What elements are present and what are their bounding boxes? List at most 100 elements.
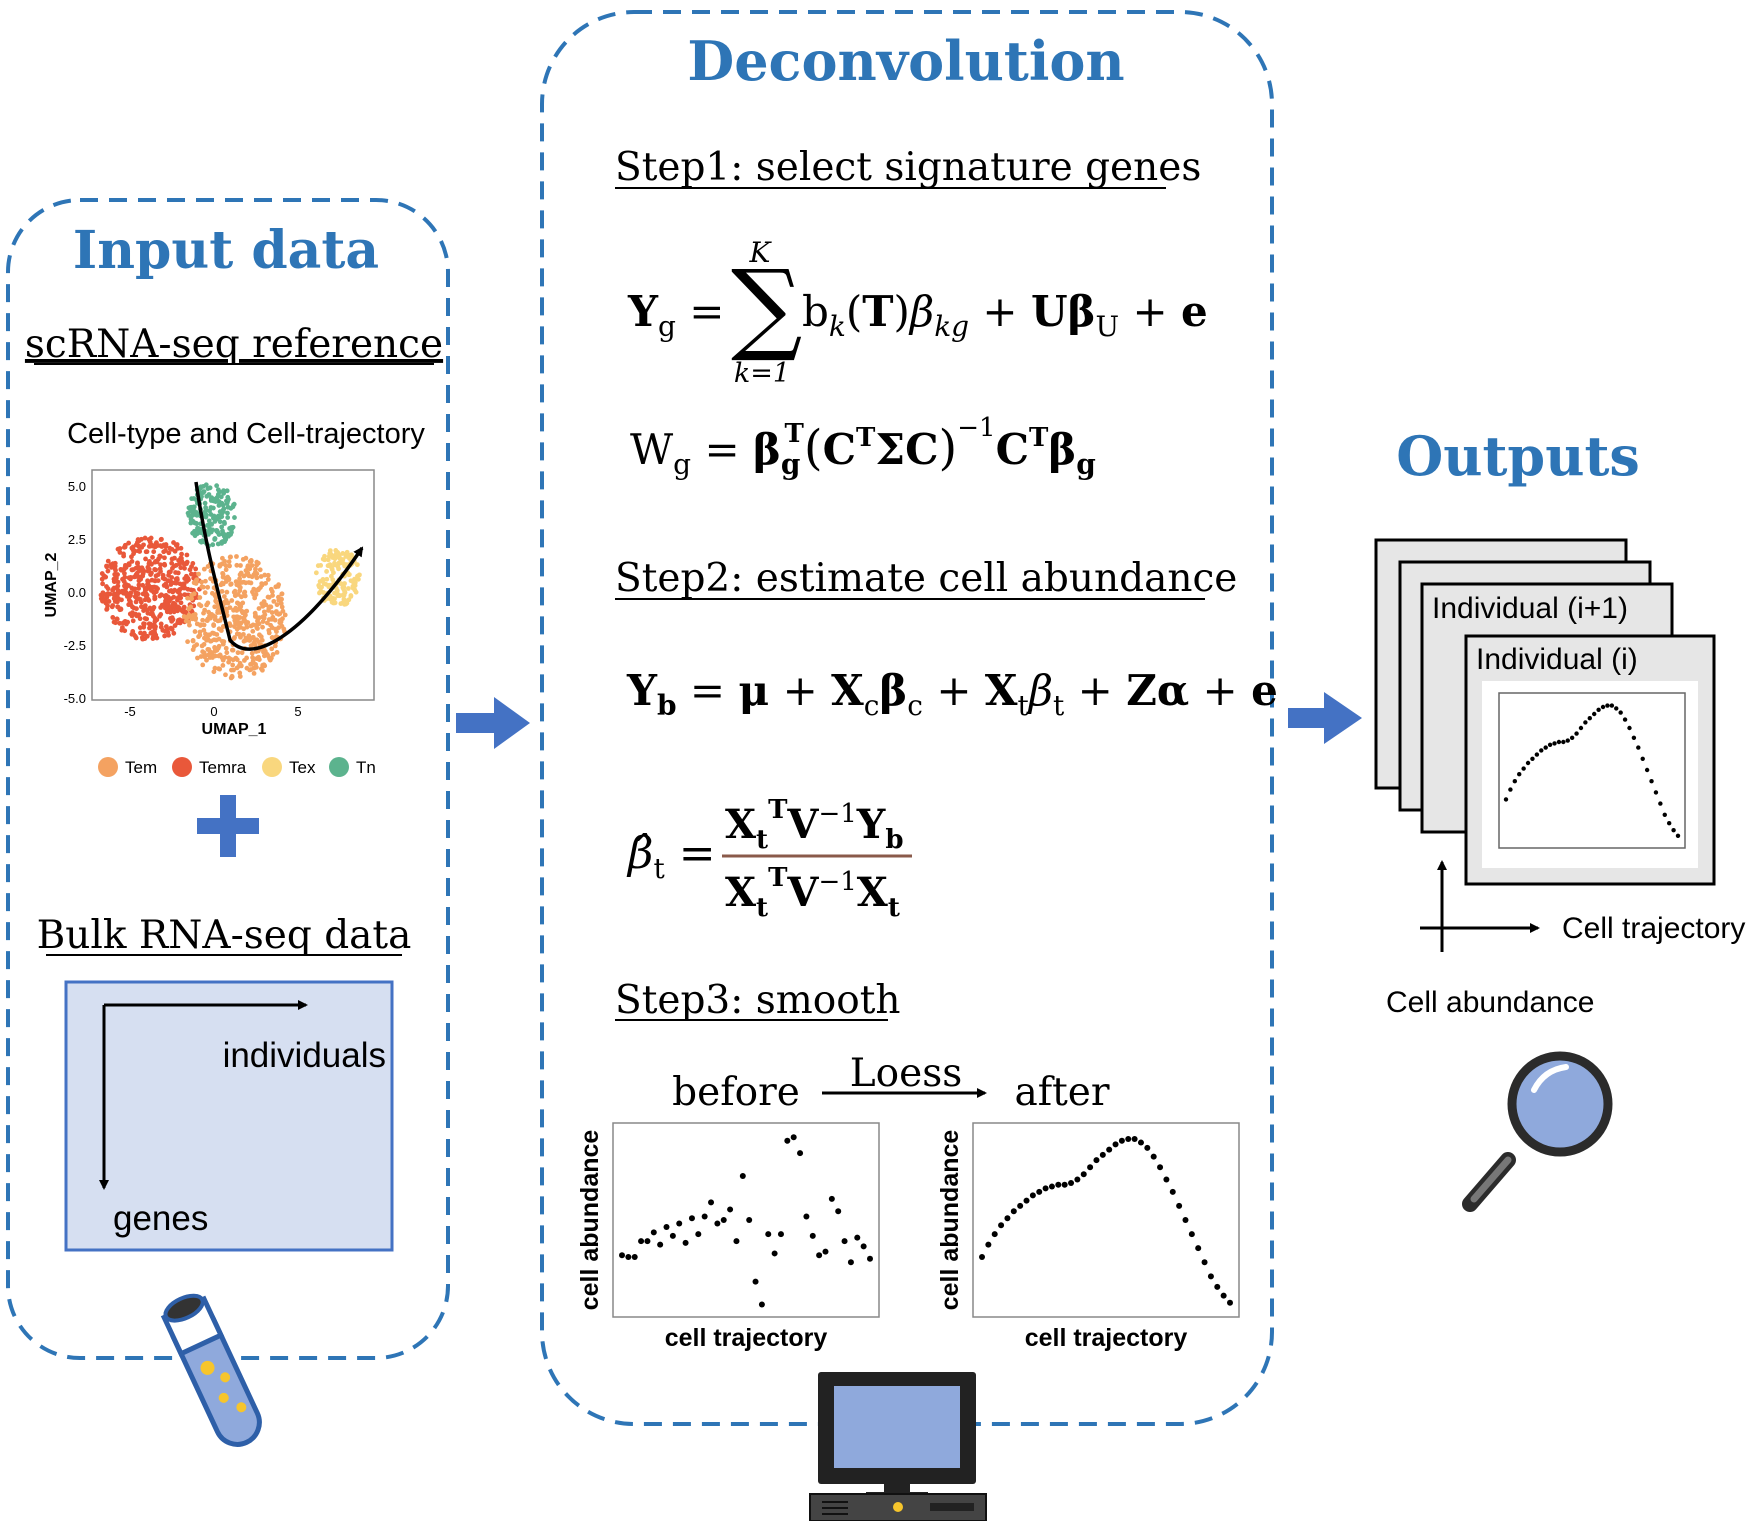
outputs-title: Outputs — [1396, 424, 1640, 488]
umap-cell-point — [200, 662, 206, 668]
umap-cell-point — [126, 601, 132, 607]
umap-cell-point — [316, 582, 322, 588]
umap-cell-point — [202, 590, 208, 596]
umap-cell-point — [203, 578, 208, 584]
umap-cell-point — [340, 551, 346, 556]
umap-cell-point — [225, 504, 231, 510]
umap-cell-point — [324, 569, 329, 574]
after-data-point — [1080, 1171, 1087, 1178]
umap-cell-point — [236, 601, 242, 607]
umap-cell-point — [190, 612, 196, 618]
svg-text:k=1: k=1 — [734, 358, 790, 389]
umap-cell-point — [112, 599, 118, 604]
umap-cell-point — [262, 663, 268, 669]
before-data-point — [752, 1278, 759, 1285]
umap-cell-point — [229, 598, 235, 603]
after-data-point — [1131, 1136, 1138, 1143]
umap-cell-point — [192, 629, 198, 634]
umap-cell-point — [122, 618, 128, 624]
umap-cell-point — [212, 536, 218, 542]
equation-3: Yb = μ + Xcβc + Xtβt + Zα + e — [626, 666, 1278, 722]
umap-cell-point — [217, 519, 223, 525]
umap-cell-point — [329, 565, 335, 571]
umap-cell-point — [317, 590, 322, 596]
umap-cell-point — [186, 513, 192, 518]
umap-cell-point — [115, 583, 121, 589]
umap-cell-point — [279, 591, 285, 597]
after-data-point — [1042, 1185, 1049, 1192]
umap-cell-point — [174, 576, 180, 581]
card-data-point — [1552, 741, 1557, 746]
umap-cell-point — [162, 633, 168, 639]
umap-cell-point — [328, 573, 334, 579]
umap-cell-point — [104, 563, 109, 569]
umap-cell-point — [162, 555, 167, 561]
umap-cell-point — [190, 638, 196, 643]
before-label: before — [672, 1070, 800, 1115]
umap-cell-point — [147, 625, 152, 631]
umap-cell-point — [270, 635, 275, 641]
umap-cell-point — [137, 625, 143, 631]
umap-cell-point — [160, 572, 166, 578]
umap-cell-point — [176, 589, 182, 595]
umap-plot: 5.0 2.5 0.0 -2.5 -5.0 -5 0 5 UMAP_1 UMAP… — [43, 469, 375, 738]
after-data-point — [1137, 1139, 1144, 1146]
umap-cell-point — [135, 591, 141, 597]
umap-cell-point — [112, 565, 118, 571]
umap-cell-point — [220, 571, 226, 577]
umap-cell-point — [190, 647, 196, 653]
umap-cell-point — [193, 566, 199, 572]
umap-cell-point — [226, 577, 232, 583]
legend-label-tex: Tex — [289, 758, 316, 777]
umap-cell-point — [151, 605, 157, 610]
umap-cell-point — [142, 616, 148, 621]
umap-cell-point — [217, 652, 223, 658]
before-data-point — [746, 1217, 753, 1223]
input-panel: Input data scRNA-seq reference Cell-type… — [6, 198, 450, 1447]
after-data-point — [1087, 1164, 1094, 1171]
before-data-point — [676, 1220, 683, 1227]
umap-cell-point — [141, 542, 146, 548]
umap-cell-point — [281, 626, 287, 632]
card-data-point — [1658, 801, 1663, 806]
before-data-point — [727, 1206, 734, 1213]
umap-cell-point — [233, 618, 239, 624]
umap-cell-point — [172, 580, 177, 586]
umap-cell-point — [223, 672, 228, 678]
umap-cell-point — [142, 621, 147, 627]
outputs-panel: Outputs Individual (i+1) Individual (i) … — [1374, 424, 1745, 1212]
before-data-point — [797, 1150, 804, 1157]
umap-cell-point — [221, 594, 227, 599]
umap-cell-point — [145, 578, 150, 584]
after-data-point — [1150, 1153, 1157, 1160]
after-data-point — [1093, 1157, 1100, 1164]
umap-cell-point — [105, 568, 111, 574]
umap-cell-point — [223, 563, 229, 569]
umap-cell-point — [234, 631, 240, 637]
umap-cell-point — [178, 555, 184, 561]
umap-cell-point — [198, 530, 204, 536]
after-data-point — [1169, 1188, 1176, 1195]
umap-cell-point — [136, 586, 142, 591]
umap-cell-point — [224, 606, 230, 612]
card-data-point — [1525, 760, 1531, 766]
umap-cell-point — [152, 634, 157, 640]
umap-cell-point — [227, 563, 232, 569]
after-data-point — [1055, 1181, 1062, 1188]
after-data-point — [1068, 1180, 1075, 1187]
umap-cell-point — [133, 572, 139, 578]
umap-xtick: 5 — [294, 704, 301, 719]
after-xlabel: cell trajectory — [1025, 1324, 1188, 1352]
umap-cell-point — [158, 562, 163, 568]
bulk-rows-label: genes — [113, 1199, 208, 1238]
umap-cell-point — [338, 581, 344, 587]
umap-cell-point — [320, 577, 326, 582]
umap-cell-point — [276, 611, 282, 617]
umap-cell-point — [181, 614, 187, 619]
umap-cell-point — [169, 618, 175, 624]
after-data-point — [1061, 1181, 1068, 1188]
umap-cell-point — [105, 591, 111, 596]
umap-cell-point — [260, 614, 266, 620]
umap-cell-point — [175, 595, 181, 601]
